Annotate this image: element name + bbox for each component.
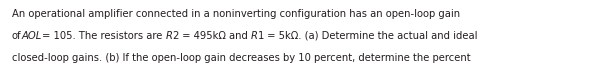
Text: = 495kΩ and: = 495kΩ and (179, 31, 251, 41)
Text: R: R (166, 31, 172, 41)
Text: AOL: AOL (22, 31, 42, 41)
Text: of: of (12, 31, 22, 41)
Text: = 105. The resistors are: = 105. The resistors are (42, 31, 166, 41)
Text: 2: 2 (172, 31, 179, 41)
Text: = 5kΩ. (a) Determine the actual and ideal: = 5kΩ. (a) Determine the actual and idea… (264, 31, 477, 41)
Text: An operational amplifier connected in a noninverting configuration has an open-l: An operational amplifier connected in a … (12, 9, 460, 19)
Text: closed-loop gains. (b) If the open-loop gain decreases by 10 percent, determine : closed-loop gains. (b) If the open-loop … (12, 53, 471, 63)
Text: R: R (251, 31, 258, 41)
Text: 1: 1 (258, 31, 264, 41)
